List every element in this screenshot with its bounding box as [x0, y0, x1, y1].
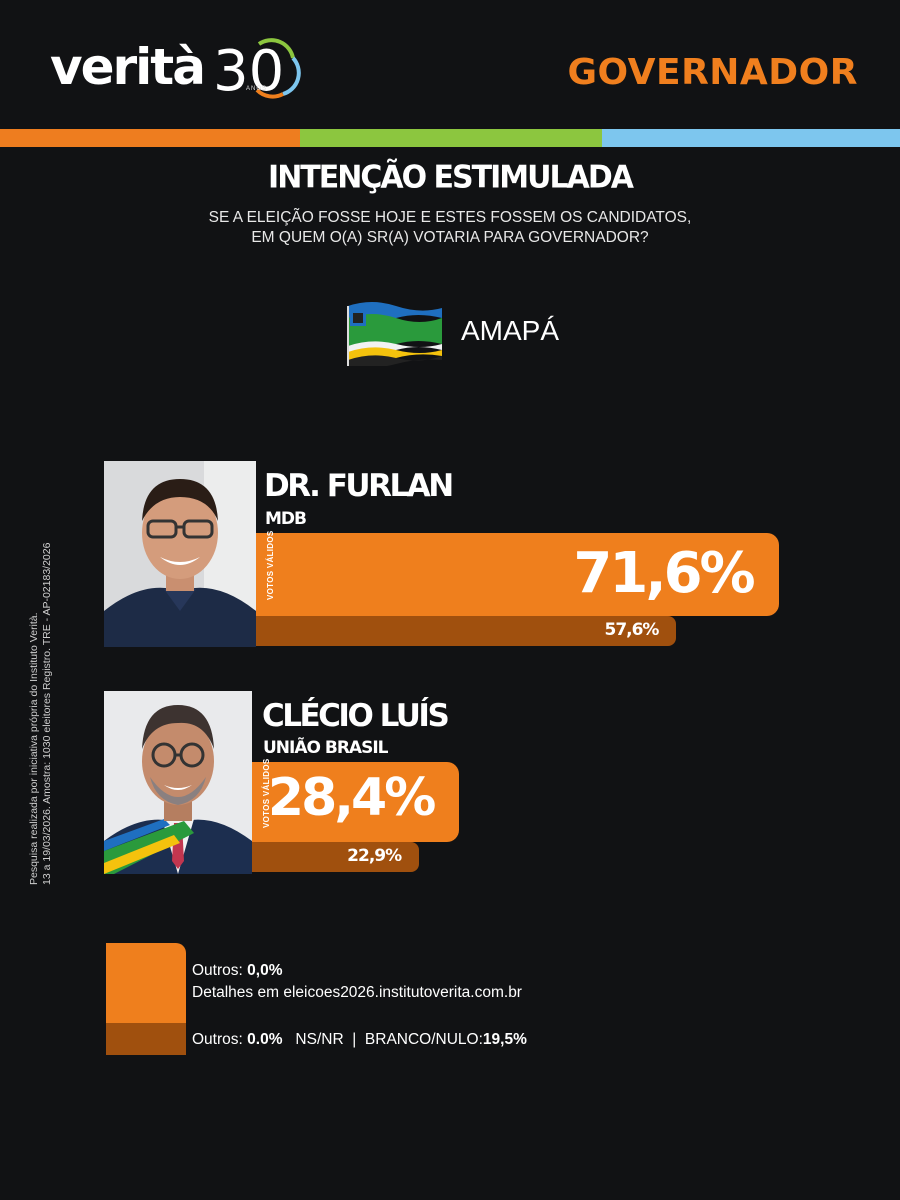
valid-pct-clecio: 28,4% — [267, 768, 436, 828]
legend-others-value: 0,0% — [247, 962, 283, 979]
candidate-name-2: CLÉCIO LUÍS — [262, 698, 450, 734]
legend-totals-others-value: 0.0% — [247, 1031, 283, 1048]
logo-wordmark: verità — [50, 38, 206, 96]
bar-total-clecio — [252, 842, 420, 872]
bar-valid-clecio — [252, 762, 460, 842]
office-title: GOVERNADOR — [567, 52, 858, 93]
methodology-line-2: 13 a 19/03/2026. Amostra: 1030 eleitores… — [41, 542, 53, 885]
total-pct-furlan: 57,6% — [604, 620, 659, 640]
logo-sub: ANOS — [246, 86, 268, 92]
legend-totals-line: Outros: 0.0% NS/NR | BRANCO/NULO:19,5% — [192, 1031, 527, 1049]
survey-question: SE A ELEIÇÃO FOSSE HOJE E ESTES FOSSEM O… — [0, 208, 900, 248]
amapa-flag-icon — [347, 302, 442, 366]
legend-others-valid: Outros: 0,0% — [192, 962, 282, 980]
candidate-photo-clecio — [104, 691, 252, 874]
question-line-1: SE A ELEIÇÃO FOSSE HOJE E ESTES FOSSEM O… — [208, 209, 692, 226]
candidate-name-1: DR. FURLAN — [264, 468, 454, 504]
legend-others-label: Outros: — [192, 962, 243, 979]
stripe-green — [300, 129, 602, 147]
legend-swatch-valid — [106, 943, 186, 1023]
total-pct-clecio: 22,9% — [347, 846, 402, 866]
verita-logo: verità 30 ANOS — [50, 30, 310, 105]
bar-total-furlan — [256, 616, 677, 646]
legend-blank-value: 19,5% — [482, 1031, 527, 1048]
legend-separator: | — [352, 1031, 357, 1048]
valid-pct-furlan: 71,6% — [573, 541, 755, 606]
logo-30-mark: 30 — [213, 38, 301, 102]
bar-valid-furlan — [256, 533, 779, 616]
stripe-blue — [602, 129, 900, 147]
methodology-line-1: Pesquisa realizada por iniciativa própri… — [28, 612, 40, 885]
legend-details: Detalhes em eleicoes2026.institutoverita… — [192, 984, 522, 1001]
legend-totals-others-label: Outros: — [192, 1031, 243, 1048]
candidate-party-2: UNIÃO BRASIL — [263, 738, 388, 758]
legend-nsnr: NS/NR — [295, 1031, 344, 1048]
legend-blank-label: BRANCO/NULO: — [364, 1031, 483, 1048]
candidate-party-1: MDB — [265, 509, 307, 529]
logo-number: 30 — [213, 39, 284, 102]
legend-swatch-total — [106, 1023, 186, 1055]
methodology-note: Pesquisa realizada por iniciativa própri… — [28, 505, 54, 885]
state-name: AMAPÁ — [461, 315, 560, 346]
question-line-2: EM QUEM O(A) SR(A) VOTARIA PARA GOVERNAD… — [251, 229, 649, 246]
survey-title: INTENÇÃO ESTIMULADA — [268, 159, 634, 196]
stripe-orange — [0, 129, 300, 147]
candidate-photo-furlan — [104, 461, 256, 647]
